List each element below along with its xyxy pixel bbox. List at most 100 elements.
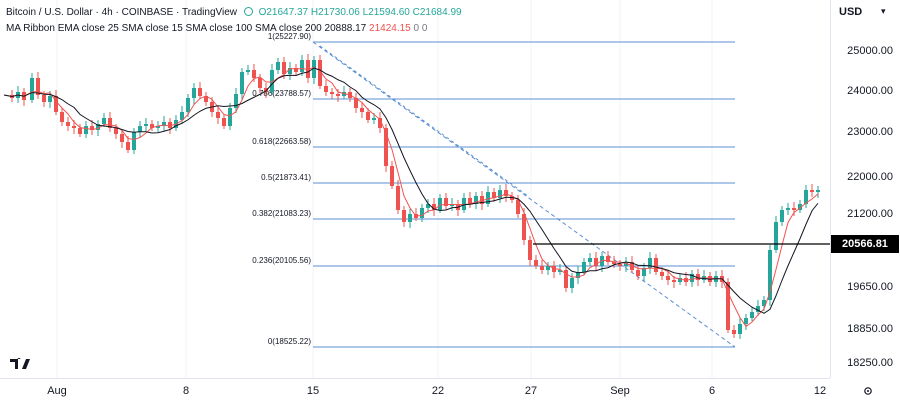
- candle-body: [654, 258, 658, 272]
- candle-body: [402, 210, 406, 222]
- candle-body: [294, 68, 298, 72]
- candle-body: [816, 190, 820, 192]
- candle-body: [102, 118, 106, 124]
- candle-body: [354, 98, 358, 108]
- price-tick: 21200.00: [847, 208, 893, 220]
- indicator-value-1: 20888.17: [324, 23, 367, 34]
- candle-body: [780, 210, 784, 222]
- candle-body: [444, 198, 448, 206]
- candle-body: [390, 166, 394, 186]
- candle-body: [576, 272, 580, 278]
- candle-body: [252, 70, 256, 78]
- candle-body: [636, 270, 640, 276]
- candle-body: [504, 190, 508, 196]
- candle-body: [30, 78, 34, 100]
- candle-body: [162, 122, 166, 126]
- candle-body: [612, 262, 616, 264]
- candle-body: [774, 222, 778, 250]
- indicator-value-2: 21424.15: [369, 23, 411, 34]
- candle-body: [558, 270, 562, 272]
- candle-body: [180, 112, 184, 120]
- candle-body: [228, 108, 232, 126]
- candle-body: [168, 122, 172, 128]
- fib-level-label: 0.382(21083.23): [252, 209, 311, 218]
- candle-body: [36, 78, 40, 95]
- candle-body: [156, 126, 160, 128]
- candle-body: [660, 272, 664, 276]
- fib-trend-line[interactable]: [312, 41, 736, 348]
- candle-body: [618, 264, 622, 266]
- candle-body: [750, 312, 754, 318]
- chevron-down-icon[interactable]: ▾: [881, 6, 886, 16]
- candle-body: [606, 256, 610, 262]
- candle-body: [120, 134, 124, 142]
- candle-body: [324, 86, 328, 92]
- candle-body: [108, 118, 112, 128]
- price-chart[interactable]: 1(25227.90) 0.786(23788.57) 0.618(22663.58…: [0, 0, 830, 378]
- candle-body: [318, 60, 322, 86]
- candle-body: [336, 94, 340, 96]
- time-tick: 22: [431, 385, 445, 397]
- candle-body: [678, 278, 682, 282]
- symbol-title: Bitcoin / U.S. Dollar · 4h · COINBASE · …: [6, 7, 238, 18]
- time-tick: 15: [306, 385, 320, 397]
- candle-body: [90, 126, 94, 130]
- candle-body: [312, 60, 316, 78]
- candle-body: [360, 108, 364, 112]
- chart-area[interactable]: 1(25227.90) 0.786(23788.57) 0.618(22663.58…: [0, 0, 830, 378]
- downtrend-line[interactable]: [319, 45, 529, 197]
- candle-body: [804, 190, 808, 204]
- time-scale[interactable]: Aug 8 15 22 27 Sep 6 12: [0, 378, 830, 403]
- candle-body: [246, 70, 250, 72]
- candle-body: [114, 128, 118, 134]
- candle-body: [258, 78, 262, 88]
- currency-label[interactable]: USD: [839, 6, 863, 18]
- candle-body: [264, 88, 268, 92]
- indicator-legend[interactable]: MA Ribbon EMA close 25 SMA close 15 SMA …: [6, 23, 427, 34]
- candles: [10, 54, 820, 339]
- ema-fast-line[interactable]: [3, 66, 819, 328]
- indicator-value-4: 0: [421, 23, 428, 34]
- candle-body: [396, 186, 400, 210]
- candle-body: [150, 124, 154, 128]
- indicator-value-3: 0: [413, 23, 420, 34]
- gear-icon[interactable]: [862, 384, 874, 396]
- candle-body: [426, 204, 430, 208]
- candle-body: [534, 260, 538, 266]
- candle-body: [132, 132, 136, 150]
- candle-body: [330, 92, 334, 94]
- candle-body: [744, 318, 748, 324]
- candle-body: [66, 122, 70, 126]
- price-tick: 23000.00: [847, 126, 893, 138]
- candle-body: [690, 274, 694, 282]
- candle-body: [528, 240, 532, 260]
- candle-body: [564, 270, 568, 288]
- candle-body: [522, 214, 526, 240]
- candle-body: [474, 196, 478, 204]
- candle-body: [726, 282, 730, 330]
- candle-body: [516, 200, 520, 214]
- candle-body: [756, 306, 760, 312]
- candle-body: [366, 112, 370, 120]
- candle-body: [672, 280, 676, 282]
- candle-body: [204, 96, 208, 102]
- candle-body: [78, 128, 82, 134]
- time-tick: Aug: [47, 385, 67, 397]
- time-tick: 27: [524, 385, 538, 397]
- candle-body: [792, 208, 796, 210]
- candle-body: [738, 324, 742, 334]
- ma-slow-line[interactable]: [3, 67, 819, 314]
- price-tick: 19650.00: [847, 281, 893, 293]
- candle-body: [54, 96, 58, 112]
- fib-level-label: 0.236(20105.56): [252, 256, 311, 265]
- ohlc-high: H21730.06: [310, 7, 360, 18]
- tradingview-logo-icon[interactable]: [10, 355, 32, 373]
- time-tick: 6: [708, 385, 716, 397]
- candle-body: [468, 198, 472, 204]
- candle-body: [420, 208, 424, 218]
- price-scale[interactable]: USD ▾ 25000.00 24000.00 23000.00 22000.0…: [830, 0, 900, 378]
- fib-level-label: 0.786(23788.57): [252, 89, 311, 98]
- candle-body: [570, 278, 574, 288]
- price-tick: 25000.00: [847, 45, 893, 57]
- horizontal-line-price-label[interactable]: 20566.81: [831, 235, 899, 253]
